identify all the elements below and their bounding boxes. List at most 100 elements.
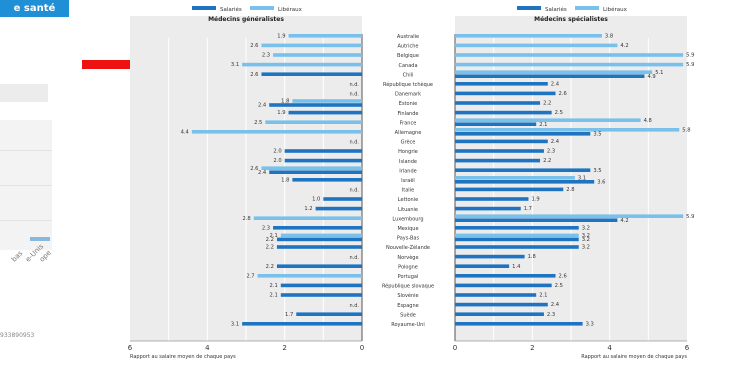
country-label: République slovaque [382, 283, 434, 290]
right-bar-self-employed [455, 62, 684, 67]
left-data-label: 1.0 [312, 197, 320, 203]
country-label: Slovénie [397, 292, 418, 299]
right-bar-salaried [455, 322, 583, 326]
right-x-tick-label: 0 [453, 344, 457, 352]
right-data-label: 2.6 [559, 91, 567, 97]
left-panel-title: Médecins généralistes [208, 16, 284, 23]
right-bar-self-employed [455, 233, 579, 238]
right-bar-salaried [455, 302, 548, 307]
country-label: Royaume-Uni [391, 322, 424, 328]
country-label: Lituanie [398, 207, 418, 213]
right-bar-salaried [455, 149, 544, 153]
left-data-label: 2.3 [262, 225, 270, 231]
left-bar-salaried [292, 178, 362, 182]
left-x-tick-label: 6 [128, 344, 133, 352]
left-data-label: 2.4 [258, 103, 267, 109]
right-bar-self-employed [455, 118, 641, 122]
left-bar-salaried [276, 237, 362, 242]
right-data-label: 2.5 [555, 110, 563, 116]
background-footnote: 933890953 [0, 332, 35, 339]
background-table-row [0, 84, 48, 102]
country-label: Grèce [401, 139, 416, 146]
background-gridline [0, 150, 52, 151]
country-label: Canada [398, 63, 417, 69]
right-data-label: 3.1 [578, 175, 586, 181]
right-bar-salaried [455, 187, 564, 192]
left-bar-self-employed [257, 274, 362, 278]
country-label: Estonie [399, 101, 417, 107]
right-bar-salaried [455, 226, 579, 230]
country-label: Luxembourg [392, 216, 423, 222]
right-bar-self-employed [455, 176, 575, 180]
right-data-label: 4.2 [620, 218, 628, 224]
right-data-label: 3.2 [582, 237, 590, 243]
country-label: Australie [397, 34, 419, 40]
right-data-label: 4.2 [620, 43, 628, 49]
left-data-label: 2.3 [262, 53, 270, 59]
left-bar-salaried [273, 226, 362, 230]
left-bar-self-employed [280, 233, 362, 238]
background-gridline [0, 185, 52, 186]
right-data-label: 2.6 [559, 273, 567, 279]
left-legend-swatch-salaried [192, 6, 216, 10]
left-data-label: 1.8 [281, 99, 289, 105]
right-data-label: 2.2 [543, 101, 551, 107]
left-data-label: 2.1 [270, 233, 278, 239]
right-bar-salaried [455, 139, 548, 144]
right-data-label: 2.8 [566, 187, 574, 193]
right-bar-salaried [455, 168, 591, 172]
right-data-label: 2.4 [551, 81, 560, 87]
left-bar-salaried [261, 72, 362, 76]
left-data-label: 1.9 [277, 110, 285, 116]
left-bar-salaried [296, 312, 362, 316]
left-bar-salaried [284, 158, 362, 163]
country-label: Lettonie [398, 197, 418, 203]
right-bar-salaried [455, 264, 510, 268]
right-data-label: 5.1 [655, 70, 663, 76]
right-data-label: 3.2 [582, 245, 590, 251]
right-data-label: 3.5 [593, 168, 601, 174]
country-label: Israël [401, 178, 415, 184]
left-na-label: n.d. [349, 82, 359, 88]
left-x-tick-label: 4 [205, 344, 210, 352]
left-na-label: n.d. [349, 188, 359, 194]
left-bar-salaried [276, 264, 362, 268]
left-data-label: 1.2 [304, 206, 312, 212]
right-bar-salaried [455, 132, 591, 136]
country-label: Mexique [397, 226, 418, 232]
right-data-label: 2.3 [547, 312, 555, 318]
right-data-label: 2.4 [551, 302, 560, 308]
right-data-label: 1.4 [512, 264, 521, 270]
country-label: Chili [403, 72, 414, 78]
left-bar-salaried [276, 245, 362, 249]
left-data-label: 1.8 [281, 177, 289, 183]
left-data-label: 1.9 [277, 33, 285, 39]
right-legend-label-salaried: Salariés [545, 6, 567, 13]
right-data-label: 5.9 [686, 53, 694, 59]
left-na-label: n.d. [349, 140, 359, 146]
left-bar-salaried [242, 322, 362, 326]
right-legend-swatch-salaried [517, 6, 541, 10]
left-data-label: 2.1 [270, 293, 278, 299]
left-data-label: 4.4 [181, 129, 190, 135]
right-data-label: 2.1 [539, 293, 547, 299]
country-label: Pologne [398, 264, 418, 270]
right-bar-salaried [455, 91, 556, 96]
left-na-label: n.d. [349, 255, 359, 261]
right-bar-salaried [455, 312, 544, 316]
left-bar-self-employed [261, 43, 362, 48]
right-bar-self-employed [455, 128, 680, 132]
left-bar-self-employed [288, 34, 362, 38]
country-label: France [400, 120, 417, 126]
right-bar-salaried [455, 101, 541, 105]
left-legend-swatch-self-employed [250, 6, 274, 10]
left-bar-salaried [284, 149, 362, 153]
left-data-label: 2.1 [270, 283, 278, 289]
left-x-tick-label: 2 [282, 344, 286, 352]
arrow-shaft [82, 60, 159, 69]
left-bar-self-employed [242, 62, 362, 67]
right-bar-salaried [455, 293, 537, 297]
background-bars [30, 237, 50, 241]
left-data-label: 2.6 [250, 43, 258, 49]
left-na-label: n.d. [349, 303, 359, 309]
